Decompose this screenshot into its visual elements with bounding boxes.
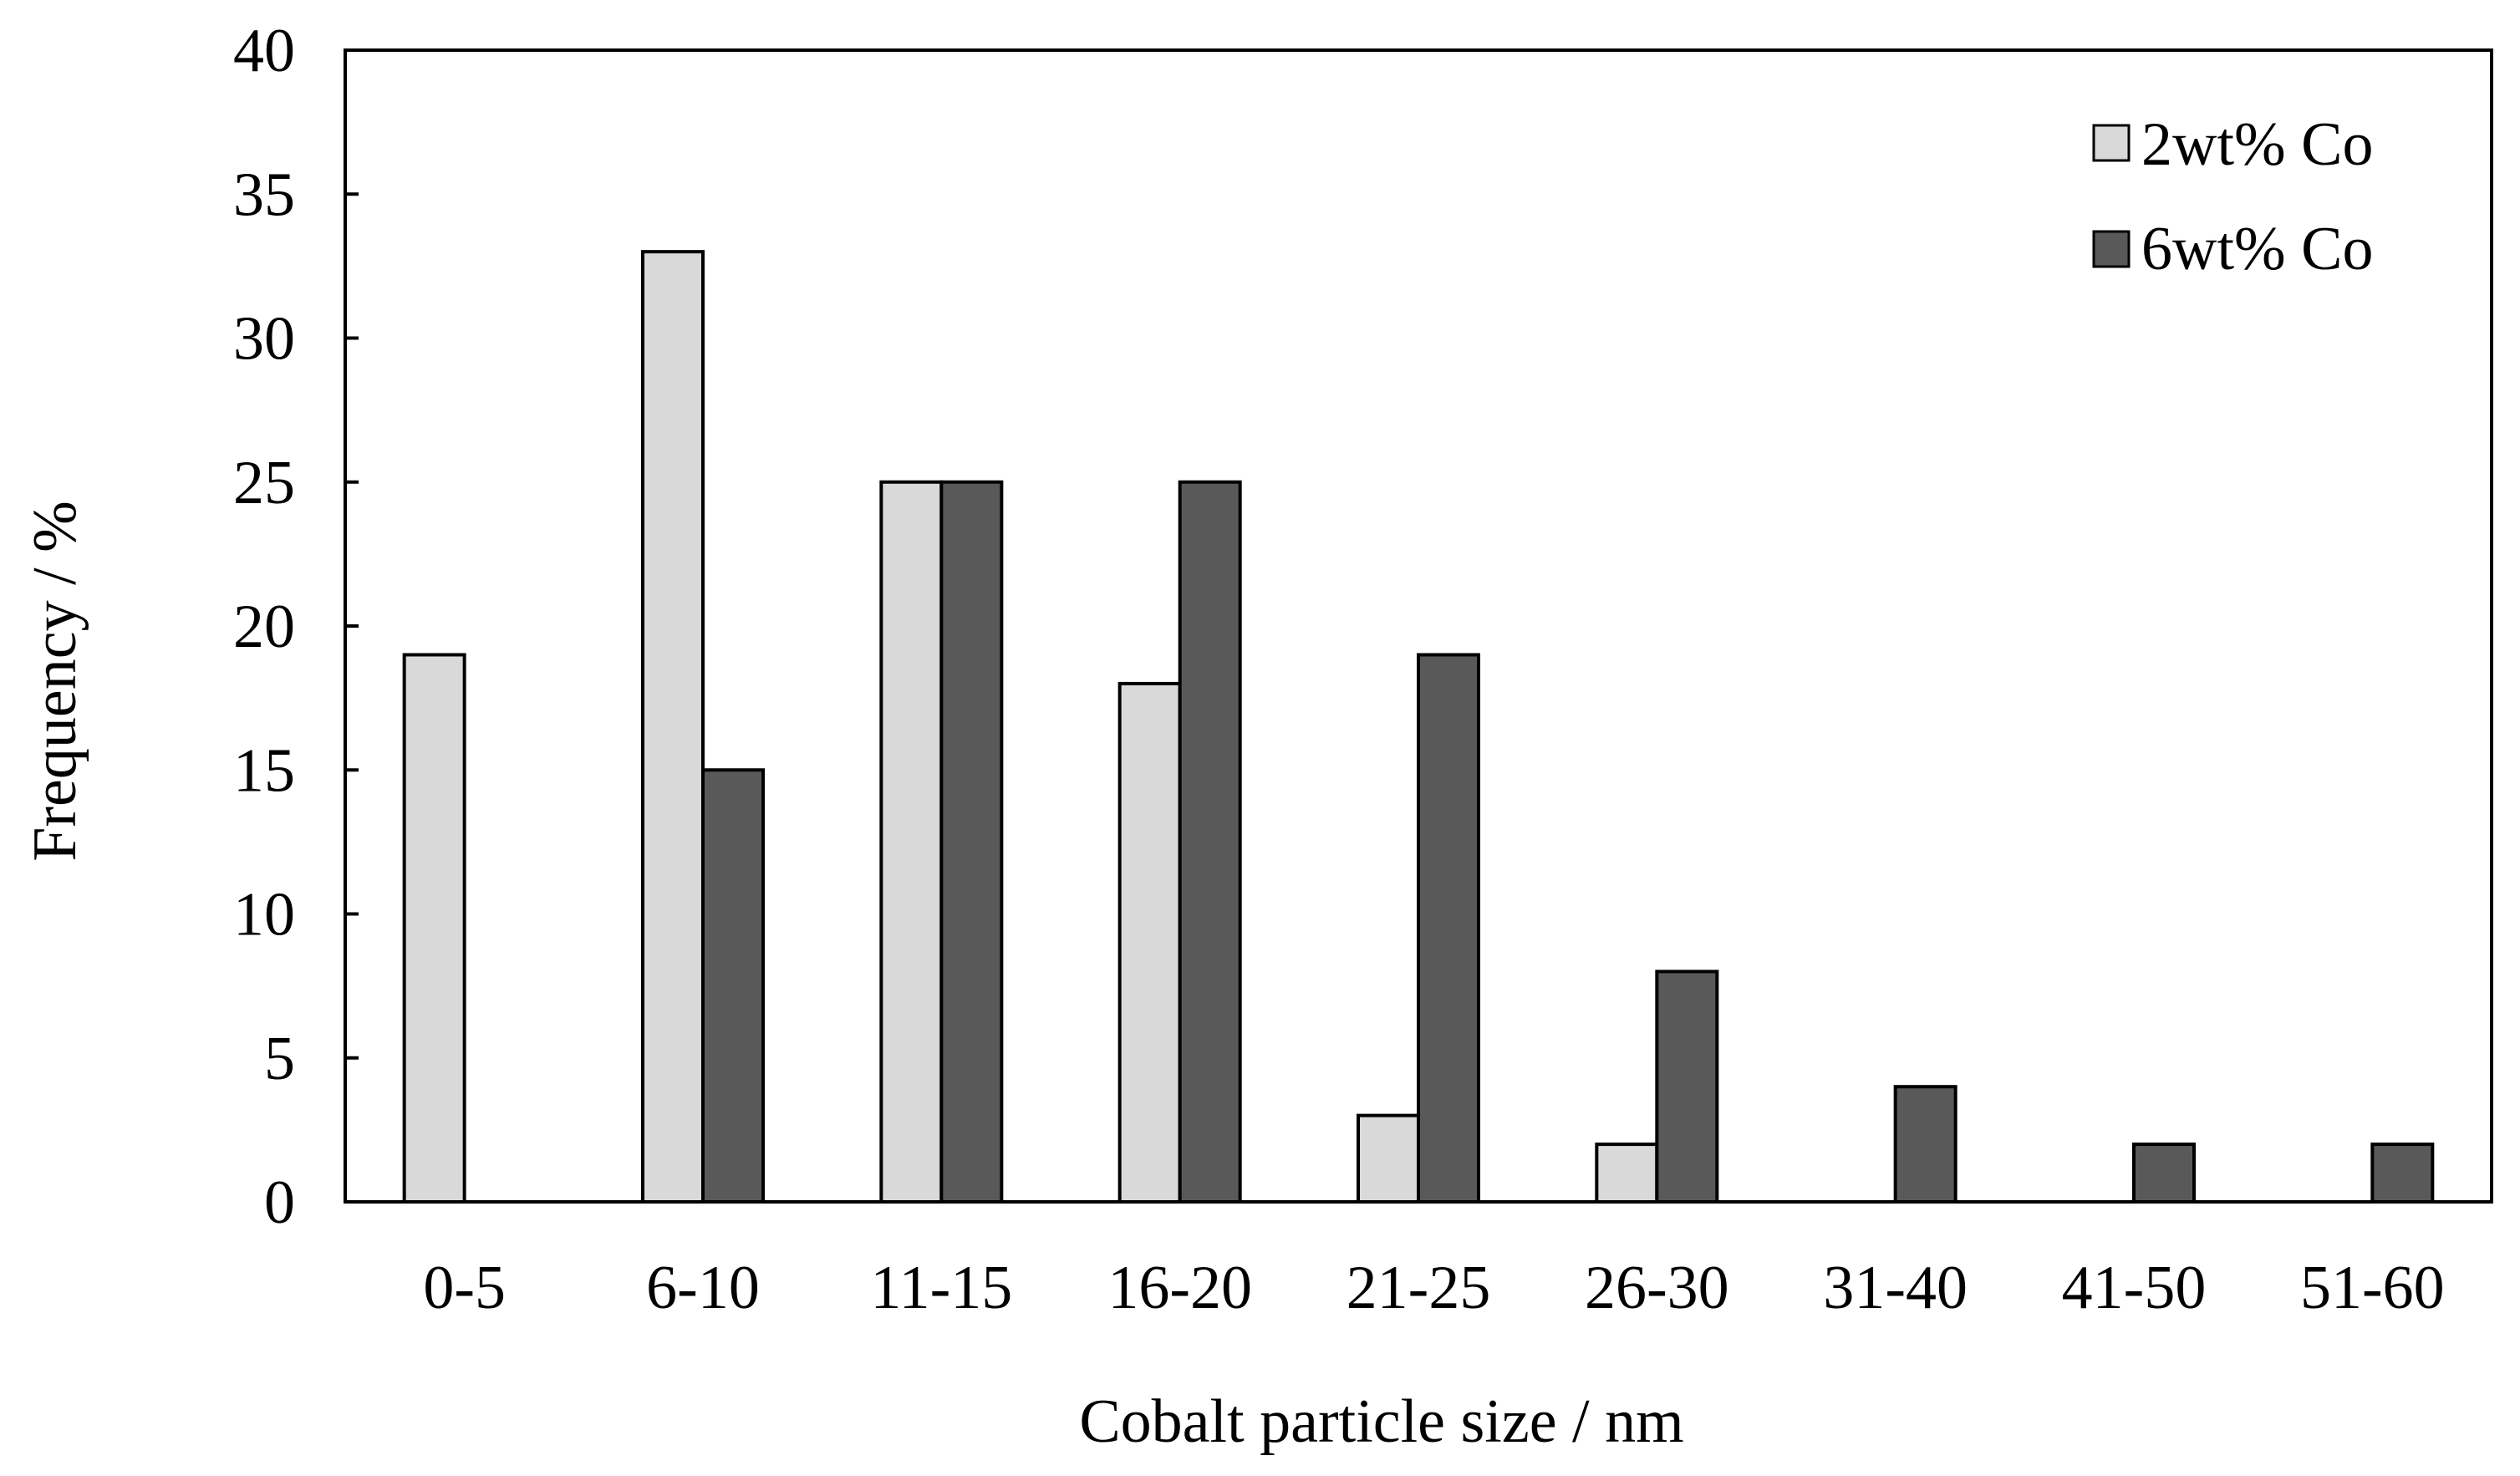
x-tick-label: 21-25 — [1347, 1254, 1491, 1322]
y-tick-label: 15 — [233, 736, 295, 805]
y-tick-label: 0 — [264, 1168, 295, 1237]
bar-6wt-51-60 — [2370, 1143, 2435, 1204]
x-ticks: 0-5 6-10 11-15 16-20 21-25 26-30 31-40 41-50 51-… — [423, 1254, 2444, 1322]
bar-6wt-31-40 — [1893, 1085, 1957, 1204]
bars-layer — [402, 250, 2435, 1204]
bar-6wt-11-15 — [939, 480, 1004, 1204]
x-axis-title: Cobalt particle size / nm — [1079, 1387, 1683, 1456]
bar-6wt-21-25 — [1417, 653, 1480, 1204]
x-tick-label: 11-15 — [870, 1254, 1012, 1322]
bar-2wt-11-15 — [879, 480, 944, 1204]
x-tick-label: 41-50 — [2062, 1254, 2207, 1322]
legend-label-2wt: 2wt% Co — [2141, 110, 2374, 179]
legend-label-6wt: 6wt% Co — [2141, 215, 2374, 283]
bar-2wt-26-30 — [1595, 1143, 1659, 1204]
y-tick-label: 5 — [264, 1025, 295, 1093]
y-tick-label: 20 — [233, 593, 295, 661]
y-ticks: 0 5 10 15 20 25 30 35 40 — [233, 17, 359, 1237]
legend-swatch-2wt — [2092, 124, 2131, 162]
y-tick-label: 30 — [233, 305, 295, 374]
bar-6wt-16-20 — [1178, 480, 1242, 1204]
x-tick-label: 0-5 — [423, 1254, 506, 1322]
bar-6wt-41-50 — [2132, 1143, 2196, 1204]
bar-2wt-6-10 — [641, 250, 705, 1204]
bar-6wt-6-10 — [701, 768, 765, 1204]
x-tick-label: 16-20 — [1107, 1254, 1252, 1322]
y-tick-label: 10 — [233, 881, 295, 949]
y-axis-title: Frequency / % — [21, 501, 89, 862]
x-tick-label: 51-60 — [2300, 1254, 2445, 1322]
x-tick-label: 26-30 — [1585, 1254, 1729, 1322]
bar-6wt-26-30 — [1655, 970, 1719, 1204]
bar-2wt-16-20 — [1117, 681, 1182, 1204]
y-tick-label: 35 — [233, 160, 295, 229]
y-tick-label: 25 — [233, 449, 295, 517]
x-tick-label: 31-40 — [1823, 1254, 1968, 1322]
bar-2wt-0-5 — [402, 653, 466, 1204]
legend: 2wt% Co 6wt% Co — [2092, 110, 2374, 283]
bar-2wt-21-25 — [1357, 1113, 1420, 1204]
y-tick-label: 40 — [233, 17, 295, 85]
x-tick-label: 6-10 — [646, 1254, 760, 1322]
legend-swatch-6wt — [2092, 230, 2131, 268]
